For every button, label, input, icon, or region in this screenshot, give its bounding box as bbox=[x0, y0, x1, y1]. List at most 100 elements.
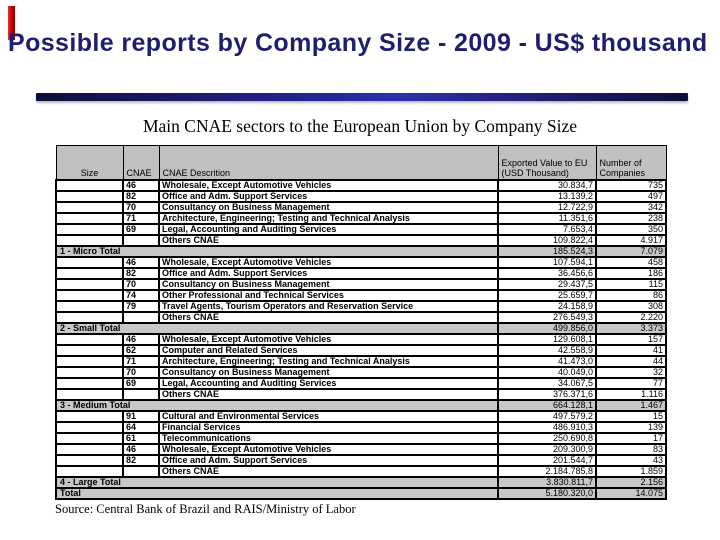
cell-companies: 115 bbox=[595, 278, 667, 291]
cell-exported-value: 2.184.785,8 bbox=[497, 465, 597, 478]
cell-exported-value: 11.351,6 bbox=[497, 212, 597, 225]
cell-cnae-code: 70 bbox=[122, 366, 160, 379]
table-row: 79 Travel Agents, Tourism Operators and R… bbox=[55, 300, 667, 313]
cell-size bbox=[55, 410, 124, 423]
cell-cnae-description: Office and Adm. Support Services bbox=[158, 267, 499, 280]
cell-companies: 3.373 bbox=[595, 322, 667, 335]
cell-total-label: 4 - Large Total bbox=[55, 476, 499, 489]
table-total-row: 4 - Large Total 3.830.811,7 2.156 bbox=[55, 476, 667, 489]
cell-exported-value: 3.830.811,7 bbox=[497, 476, 597, 489]
cell-cnae-description: Wholesale, Except Automotive Vehicles bbox=[158, 256, 499, 269]
table-row: 61 Telecommunications 250.690,8 17 bbox=[55, 432, 667, 445]
cell-cnae-description: Consultancy on Business Management bbox=[158, 366, 499, 379]
cell-exported-value: 34.067,5 bbox=[497, 377, 597, 390]
cell-exported-value: 41.473,0 bbox=[497, 355, 597, 368]
cell-total-label: 2 - Small Total bbox=[55, 322, 499, 335]
table-row: 82 Office and Adm. Support Services 13.139… bbox=[55, 190, 667, 203]
cell-companies: 2.156 bbox=[595, 476, 667, 489]
cell-size bbox=[55, 366, 124, 379]
cell-cnae-description: Consultancy on Business Management bbox=[158, 278, 499, 291]
cell-companies: 458 bbox=[595, 256, 667, 269]
cell-cnae-code: 69 bbox=[122, 223, 160, 236]
cell-exported-value: 486.910,3 bbox=[497, 421, 597, 434]
cell-cnae-code: 62 bbox=[122, 344, 160, 357]
cell-companies: 4.917 bbox=[595, 234, 667, 247]
cell-cnae-code: 70 bbox=[122, 201, 160, 214]
header-cnae: CNAE bbox=[122, 145, 160, 181]
cell-cnae-code: 61 bbox=[122, 432, 160, 445]
cell-companies: 350 bbox=[595, 223, 667, 236]
cell-companies: 735 bbox=[595, 179, 667, 192]
cell-cnae-description: Architecture, Engineering; Testing and T… bbox=[158, 355, 499, 368]
table-row: 70 Consultancy on Business Management 12.7… bbox=[55, 201, 667, 214]
table-row: 74 Other Professional and Technical Servi… bbox=[55, 289, 667, 302]
table-total-row: Total 5.180.320,0 14.075 bbox=[55, 487, 667, 500]
cell-cnae-description: Cultural and Environmental Services bbox=[158, 410, 499, 423]
cell-cnae-description: Wholesale, Except Automotive Vehicles bbox=[158, 179, 499, 192]
table-total-row: 3 - Medium Total 664.128,1 1.467 bbox=[55, 399, 667, 412]
cell-companies: 77 bbox=[595, 377, 667, 390]
title-divider-bar bbox=[36, 93, 688, 101]
cell-size bbox=[55, 289, 124, 302]
cell-cnae-description: Financial Services bbox=[158, 421, 499, 434]
table-row: 91 Cultural and Environmental Services 497… bbox=[55, 410, 667, 423]
cell-exported-value: 5.180.320,0 bbox=[497, 487, 597, 500]
header-number-of-companies: Number of Companies bbox=[595, 145, 667, 181]
cell-cnae-description: Telecommunications bbox=[158, 432, 499, 445]
cell-cnae-code: 46 bbox=[122, 443, 160, 456]
table-row: 69 Legal, Accounting and Auditing Service… bbox=[55, 377, 667, 390]
cell-size bbox=[55, 267, 124, 280]
cell-size bbox=[55, 377, 124, 390]
red-accent-bar bbox=[8, 6, 15, 40]
cell-cnae-code: 82 bbox=[122, 267, 160, 280]
cell-size bbox=[55, 223, 124, 236]
cell-cnae-description: Wholesale, Except Automotive Vehicles bbox=[158, 443, 499, 456]
cell-companies: 308 bbox=[595, 300, 667, 313]
cell-exported-value: 7.653,4 bbox=[497, 223, 597, 236]
cell-size bbox=[55, 465, 124, 478]
cell-companies: 238 bbox=[595, 212, 667, 225]
cell-cnae-description: Others CNAE bbox=[158, 311, 499, 324]
cell-cnae-code: 69 bbox=[122, 377, 160, 390]
cell-exported-value: 25.659,7 bbox=[497, 289, 597, 302]
cell-size bbox=[55, 190, 124, 203]
cell-size bbox=[55, 432, 124, 445]
cell-companies: 1.859 bbox=[595, 465, 667, 478]
cell-size bbox=[55, 256, 124, 269]
header-cnae-description: CNAE Descrition bbox=[158, 145, 499, 181]
table-row: 82 Office and Adm. Support Services 201.54… bbox=[55, 454, 667, 467]
cell-size bbox=[55, 388, 124, 401]
cell-companies: 17 bbox=[595, 432, 667, 445]
table-row: 46 Wholesale, Except Automotive Vehicles 1… bbox=[55, 256, 667, 269]
cell-size bbox=[55, 454, 124, 467]
cell-cnae-description: Office and Adm. Support Services bbox=[158, 454, 499, 467]
table-row: 71 Architecture, Engineering; Testing and… bbox=[55, 212, 667, 225]
table-row: Others CNAE 2.184.785,8 1.859 bbox=[55, 465, 667, 478]
cell-companies: 86 bbox=[595, 289, 667, 302]
table-row: 69 Legal, Accounting and Auditing Service… bbox=[55, 223, 667, 236]
cell-exported-value: 664.128,1 bbox=[497, 399, 597, 412]
source-note: Source: Central Bank of Brazil and RAIS/… bbox=[55, 502, 356, 516]
cell-exported-value: 376.371,6 bbox=[497, 388, 597, 401]
cell-cnae-code: 82 bbox=[122, 454, 160, 467]
cell-exported-value: 24.158,9 bbox=[497, 300, 597, 313]
cell-cnae-description: Others CNAE bbox=[158, 234, 499, 247]
cell-cnae-code: 82 bbox=[122, 190, 160, 203]
cell-cnae-code: 64 bbox=[122, 421, 160, 434]
cell-size bbox=[55, 212, 124, 225]
slide-title: Possible reports by Company Size - 2009 … bbox=[8, 29, 708, 57]
cell-exported-value: 107.594,1 bbox=[497, 256, 597, 269]
cell-companies: 342 bbox=[595, 201, 667, 214]
cell-exported-value: 29.437,5 bbox=[497, 278, 597, 291]
cell-total-label: 3 - Medium Total bbox=[55, 399, 499, 412]
cell-cnae-description: Office and Adm. Support Services bbox=[158, 190, 499, 203]
cell-companies: 186 bbox=[595, 267, 667, 280]
table-row: Others CNAE 109.822,4 4.917 bbox=[55, 234, 667, 247]
cell-size bbox=[55, 278, 124, 291]
cell-size bbox=[55, 300, 124, 313]
cell-cnae-description: Legal, Accounting and Auditing Services bbox=[158, 223, 499, 236]
cell-companies: 15 bbox=[595, 410, 667, 423]
table-body: 46 Wholesale, Except Automotive Vehicles 3… bbox=[55, 179, 667, 500]
cell-companies: 83 bbox=[595, 443, 667, 456]
cell-cnae-description: Travel Agents, Tourism Operators and Res… bbox=[158, 300, 499, 313]
